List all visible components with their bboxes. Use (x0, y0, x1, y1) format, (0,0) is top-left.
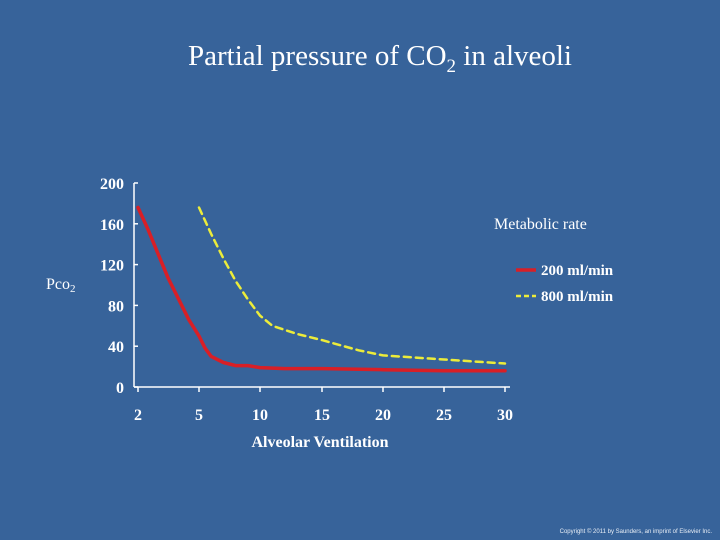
legend-title: Metabolic rate (494, 216, 587, 233)
series-line-yellow (197, 206, 507, 365)
x-tick-label: 10 (252, 407, 268, 424)
y-tick-label: 0 (116, 380, 124, 397)
x-tick-label: 25 (436, 407, 452, 424)
x-tick-label: 20 (375, 407, 391, 424)
title-text: Partial pressure of CO (187, 40, 447, 72)
x-tick-label: 15 (314, 407, 330, 424)
y-tick-label: 40 (108, 339, 124, 356)
series-line-red (136, 205, 507, 373)
y-tick-label: 160 (100, 217, 124, 234)
legend-label: 800 ml/min (541, 289, 614, 305)
title-subscript: 2 (446, 56, 457, 77)
y-axis-label-subscript: 2 (70, 283, 76, 295)
x-axis-label: Alveolar Ventilation (251, 434, 388, 451)
x-tick-label: 30 (497, 407, 513, 424)
copyright-notice: Copyright © 2011 by Saunders, an imprint… (559, 529, 712, 535)
y-axis-label-text: Pco (46, 276, 70, 293)
title-tail: in alveoli (456, 40, 572, 72)
y-tick-label: 120 (100, 258, 124, 275)
x-tick-label: 5 (195, 407, 203, 424)
legend-label: 200 ml/min (541, 263, 614, 279)
x-tick-label: 2 (134, 407, 142, 424)
y-tick-label: 200 (100, 176, 124, 193)
slide-title: Partial pressure of CO2 in alveoli (0, 40, 720, 78)
y-tick-label: 80 (108, 298, 124, 315)
y-axis-label: Pco2 (46, 276, 76, 295)
